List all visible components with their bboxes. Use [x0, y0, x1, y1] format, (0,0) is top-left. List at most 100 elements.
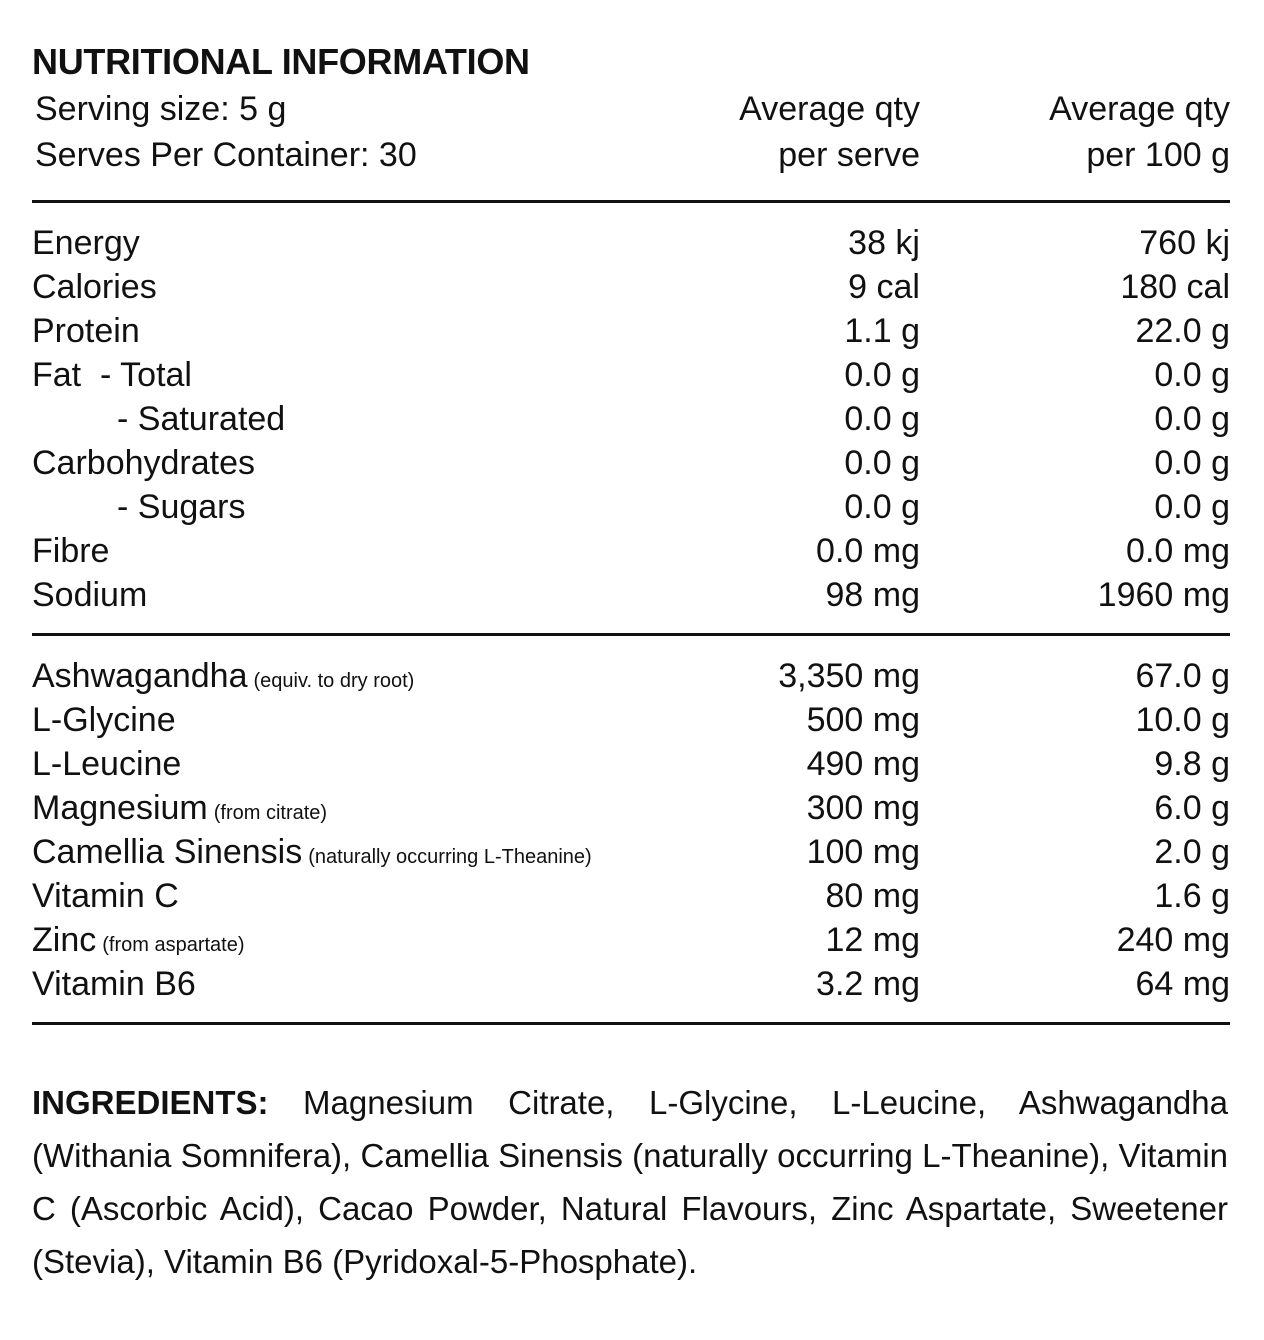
- per-100g-value: 240 mg: [1116, 921, 1230, 959]
- per-100g-value: 64 mg: [1135, 965, 1231, 1003]
- per-serve-value: 500 mg: [806, 701, 920, 739]
- table-row: Energy 38 kj 760 kj: [32, 221, 1230, 265]
- nutrient-rows: Energy 38 kj 760 kj Calories 9 cal 180 cal P…: [32, 203, 1230, 633]
- ingredients-text: Magnesium Citrate, L-Glycine, L-Leucine,…: [32, 1084, 1228, 1280]
- active-name-cell: Zinc (from aspartate): [32, 918, 245, 967]
- column-header-per-100g-line2: per 100 g: [1086, 136, 1230, 174]
- per-100g-value: 10.0 g: [1135, 701, 1230, 739]
- active-name: Ashwagandha: [32, 657, 248, 695]
- per-100g-value: 180 cal: [1120, 268, 1230, 306]
- per-100g-value: 0.0 mg: [1126, 532, 1230, 570]
- active-name: L-Glycine: [32, 701, 176, 739]
- per-serve-value: 80 mg: [825, 877, 921, 915]
- per-100g-value: 1.6 g: [1154, 877, 1230, 915]
- per-serve-value: 0.0 g: [844, 488, 920, 526]
- table-row: L-Glycine 500 mg 10.0 g: [32, 698, 1230, 742]
- table-header: Serving size: 5 g Serves Per Container: …: [32, 86, 1230, 182]
- per-100g-value: 6.0 g: [1154, 789, 1230, 827]
- per-100g-value: 0.0 g: [1154, 400, 1230, 438]
- table-row: Ashwagandha (equiv. to dry root) 3,350 mg 6…: [32, 654, 1230, 698]
- per-serve-value: 1.1 g: [844, 312, 920, 350]
- active-note: (from citrate): [213, 802, 328, 824]
- nutrient-name: Carbohydrates: [32, 444, 256, 482]
- table-row: Zinc (from aspartate) 12 mg 240 mg: [32, 918, 1230, 962]
- per-serve-value: 100 mg: [806, 833, 920, 871]
- per-100g-value: 67.0 g: [1135, 657, 1230, 695]
- table-row: Camellia Sinensis (naturally occurring L-…: [32, 830, 1230, 874]
- serving-info: Serving size: 5 g Serves Per Container: …: [35, 86, 417, 178]
- active-note: (naturally occurring L-Theanine): [308, 846, 592, 868]
- active-name-cell: Camellia Sinensis (naturally occurring L-…: [32, 830, 592, 879]
- active-name-cell: L-Leucine: [32, 742, 181, 786]
- active-name: Vitamin C: [32, 877, 179, 915]
- nutrient-name: Protein: [32, 312, 140, 350]
- table-row: Vitamin C 80 mg 1.6 g: [32, 874, 1230, 918]
- active-note: (from aspartate): [102, 934, 245, 956]
- table-row: Protein 1.1 g 22.0 g: [32, 309, 1230, 353]
- active-name-cell: Vitamin C: [32, 874, 179, 918]
- active-name: Magnesium: [32, 789, 208, 827]
- per-serve-value: 490 mg: [806, 745, 920, 783]
- table-row: Calories 9 cal 180 cal: [32, 265, 1230, 309]
- per-100g-value: 22.0 g: [1135, 312, 1230, 350]
- per-serve-value: 98 mg: [825, 576, 921, 614]
- table-row: Fat - Total 0.0 g 0.0 g: [32, 353, 1230, 397]
- nutrient-name: Calories: [32, 268, 157, 306]
- ingredients-paragraph: INGREDIENTS: Magnesium Citrate, L-Glycin…: [32, 1058, 1228, 1288]
- divider: [32, 633, 1230, 636]
- column-header-per-serve-line2: per serve: [778, 136, 920, 174]
- per-100g-value: 9.8 g: [1154, 745, 1230, 783]
- active-name-cell: Ashwagandha (equiv. to dry root): [32, 654, 414, 703]
- nutrient-name: - Sugars: [117, 488, 246, 526]
- divider: [32, 1022, 1230, 1025]
- per-serve-value: 38 kj: [848, 224, 920, 262]
- per-serve-value: 9 cal: [848, 268, 920, 306]
- per-serve-value: 0.0 g: [844, 400, 920, 438]
- column-header-per-serve-line1: Average qty: [739, 90, 920, 128]
- per-serve-value: 3,350 mg: [778, 657, 920, 695]
- active-name-cell: L-Glycine: [32, 698, 176, 742]
- table-row: - Saturated 0.0 g 0.0 g: [32, 397, 1230, 441]
- per-100g-value: 2.0 g: [1154, 833, 1230, 871]
- per-serve-value: 0.0 mg: [816, 532, 920, 570]
- per-serve-value: 0.0 g: [844, 444, 920, 482]
- table-row: Vitamin B6 3.2 mg 64 mg: [32, 962, 1230, 1006]
- column-header-per-serve: Average qty per serve: [739, 86, 920, 178]
- nutrient-name: Energy: [32, 224, 140, 262]
- per-100g-value: 760 kj: [1139, 224, 1230, 262]
- active-ingredient-rows: Ashwagandha (equiv. to dry root) 3,350 mg 6…: [32, 636, 1230, 1022]
- table-row: Sodium 98 mg 1960 mg: [32, 573, 1230, 617]
- table-row: Magnesium (from citrate) 300 mg 6.0 g: [32, 786, 1230, 830]
- per-serve-value: 12 mg: [825, 921, 921, 959]
- table-row: Fibre 0.0 mg 0.0 mg: [32, 529, 1230, 573]
- nutrient-name: - Saturated: [117, 400, 286, 438]
- table-row: - Sugars 0.0 g 0.0 g: [32, 485, 1230, 529]
- nutrient-name: Fibre: [32, 532, 110, 570]
- table-row: L-Leucine 490 mg 9.8 g: [32, 742, 1230, 786]
- active-name: Zinc: [32, 921, 97, 959]
- per-100g-value: 1960 mg: [1097, 576, 1230, 614]
- divider: [32, 200, 1230, 203]
- active-name: L-Leucine: [32, 745, 182, 783]
- per-100g-value: 0.0 g: [1154, 444, 1230, 482]
- active-name-cell: Magnesium (from citrate): [32, 786, 327, 835]
- per-serve-value: 0.0 g: [844, 356, 920, 394]
- per-100g-value: 0.0 g: [1154, 356, 1230, 394]
- serves-per-container: Serves Per Container: 30: [35, 136, 417, 174]
- serving-size: Serving size: 5 g: [35, 90, 287, 128]
- nutrient-name: Sodium: [32, 576, 148, 614]
- nutrient-name: Fat - Total: [32, 356, 192, 394]
- nutrition-panel: NUTRITIONAL INFORMATION Serving size: 5 …: [32, 40, 1230, 1321]
- active-name: Camellia Sinensis: [32, 833, 303, 871]
- table-row: Carbohydrates 0.0 g 0.0 g: [32, 441, 1230, 485]
- active-note: (equiv. to dry root): [253, 670, 415, 692]
- column-header-per-100g-line1: Average qty: [1049, 90, 1230, 128]
- panel-title: NUTRITIONAL INFORMATION: [32, 41, 530, 82]
- per-serve-value: 300 mg: [806, 789, 920, 827]
- active-name: Vitamin B6: [32, 965, 196, 1003]
- per-serve-value: 3.2 mg: [816, 965, 920, 1003]
- ingredients-label: INGREDIENTS:: [32, 1084, 269, 1121]
- column-header-per-100g: Average qty per 100 g: [1049, 86, 1230, 178]
- per-100g-value: 0.0 g: [1154, 488, 1230, 526]
- active-name-cell: Vitamin B6: [32, 962, 196, 1006]
